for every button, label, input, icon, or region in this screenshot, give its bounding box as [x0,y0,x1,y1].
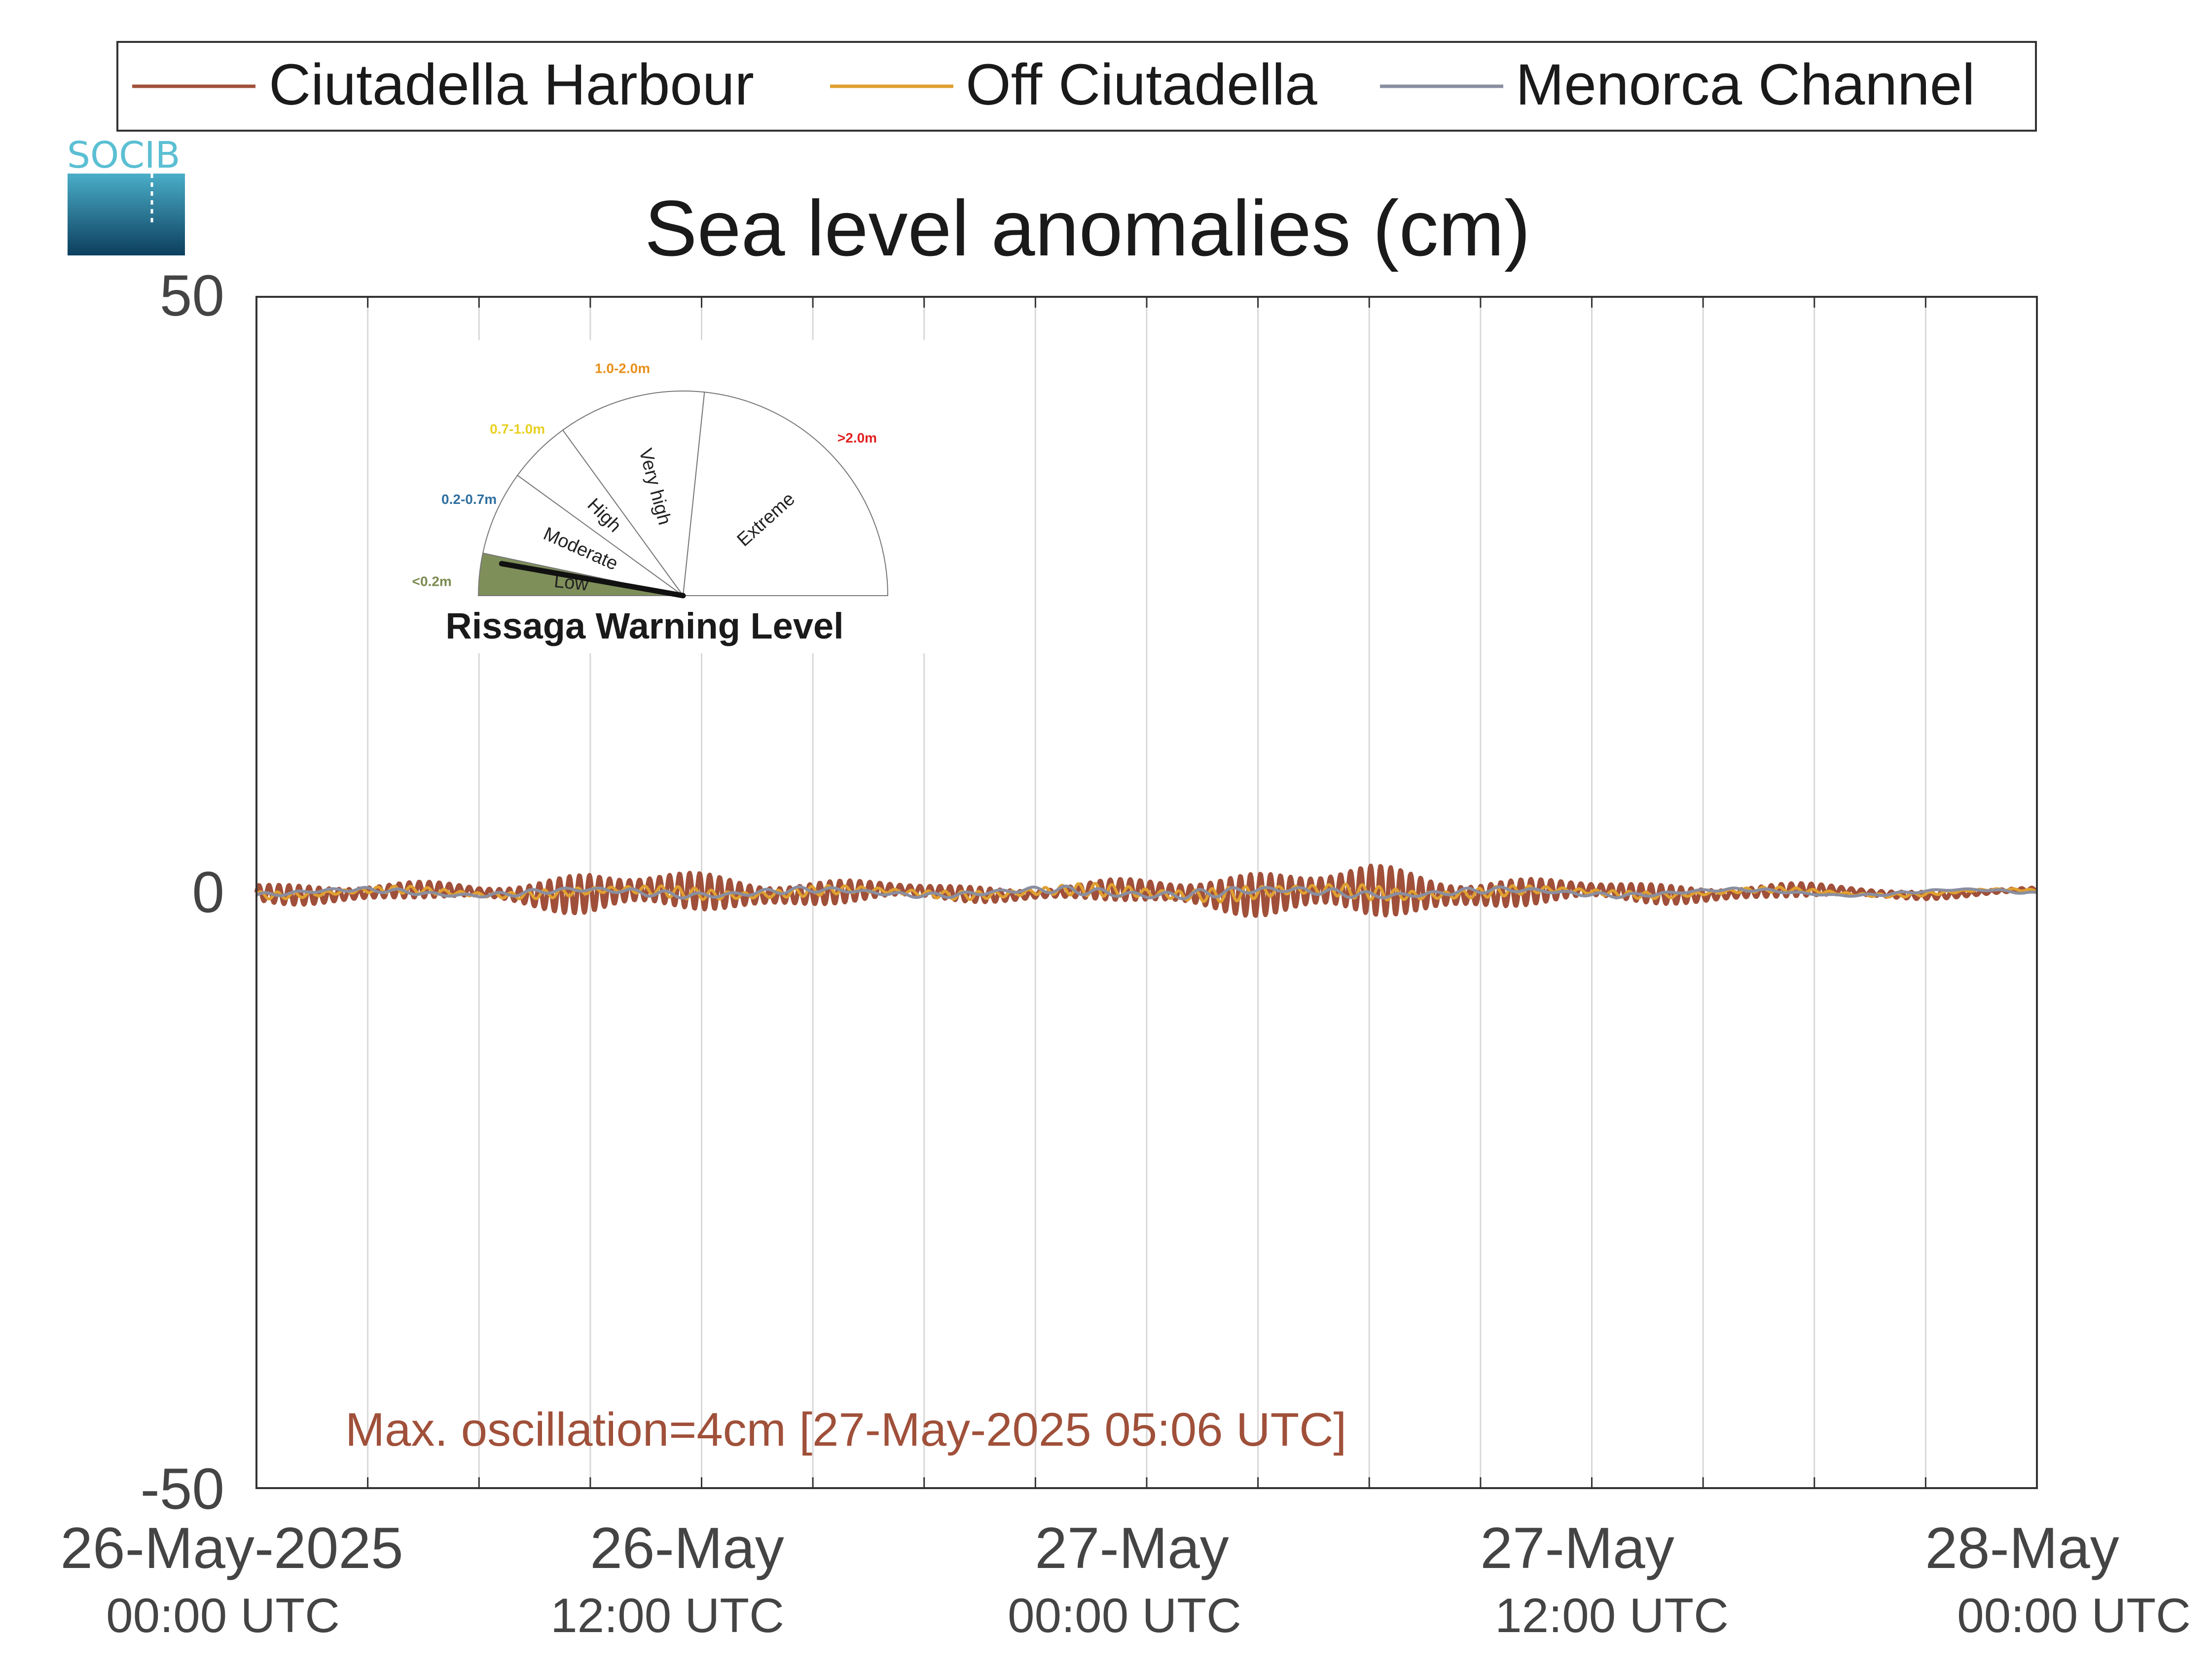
x-axis-labels: 26-May-2025 00:00 UTC 26-May 12:00 UTC 2… [60,1516,2191,1642]
y-tick-label-bottom: -50 [140,1457,224,1522]
legend-label-ciutadella-harbour: Ciutadella Harbour [269,52,754,117]
gauge-range-label-high: 0.7-1.0m [490,422,545,437]
logo-wave-block [68,174,185,255]
gauge-needle [499,561,686,599]
legend-label-off-ciutadella: Off Ciutadella [966,52,1317,117]
x-tick-date-1: 26-May [590,1516,784,1581]
gauge-range-label-moderate: 0.2-0.7m [441,492,497,507]
x-tick-date-0: 26-May-2025 [60,1516,403,1581]
y-tick-label-zero: 0 [192,860,224,925]
gauge-sector-moderate [482,474,684,596]
max-oscillation-annotation: Max. oscillation=4cm [27-May-2025 05:06 … [345,1403,1346,1456]
gauge-range-label-extreme: >2.0m [837,430,877,446]
x-tick-time-2: 00:00 UTC [1008,1588,1241,1642]
x-tick-time-1: 12:00 UTC [550,1588,784,1642]
gauge-sector-very-high [562,391,705,597]
legend: Ciutadella Harbour Off Ciutadella Menorc… [116,41,2037,132]
x-tick-date-4: 28-May [1925,1516,2119,1581]
x-tick-time-4: 00:00 UTC [1957,1588,2191,1642]
logo-text: SOCIB [67,134,180,177]
series-line-off-ciutadella [255,882,2038,903]
gauge-range-label-very-high: 1.0-2.0m [595,361,650,376]
x-tick-date-3: 27-May [1480,1516,1674,1581]
legend-box [116,41,2037,132]
legend-label-menorca-channel: Menorca Channel [1516,52,1975,117]
socib-logo: SOCIB [67,134,185,255]
series-line-menorca-channel [255,885,2038,900]
x-tick-date-2: 27-May [1035,1516,1229,1581]
gauge-title: Rissaga Warning Level [445,605,843,646]
chart-title: Sea level anomalies (cm) [645,184,1530,272]
y-tick-label-top: 50 [160,263,224,328]
x-tick-marks [367,297,1926,1488]
x-tick-time-3: 12:00 UTC [1495,1588,1729,1642]
gauge-range-label-low: <0.2m [412,574,452,589]
x-tick-time-0: 00:00 UTC [106,1588,340,1642]
series-layer [254,863,2038,918]
gauge-sector-extreme [682,392,889,596]
